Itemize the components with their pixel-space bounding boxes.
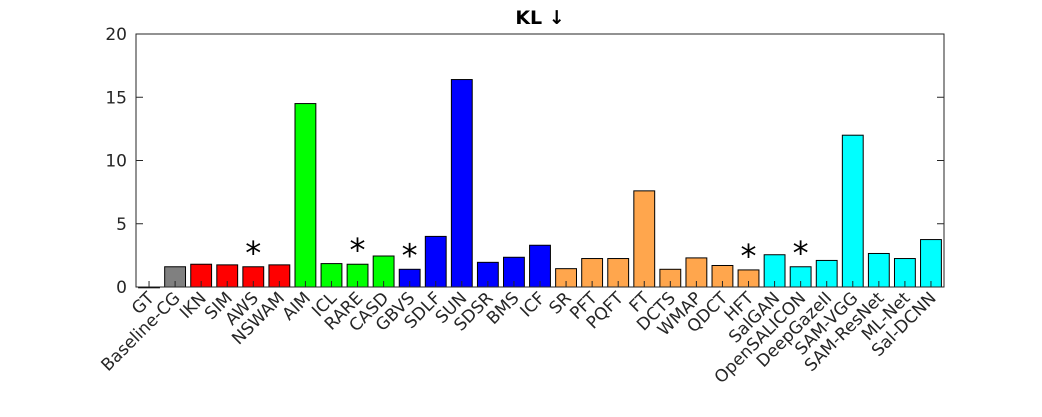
x-tick-label: ICF [517, 288, 550, 321]
bar-ft [633, 190, 656, 288]
x-axis: GTBaseline-CGIKNSIMAWSNSWAMAIMICLRARECAS… [97, 281, 941, 388]
bars-group [138, 79, 942, 289]
bar-aim [294, 103, 317, 288]
chart-title: KL ↓ [515, 7, 564, 29]
bar-icf [529, 244, 551, 288]
y-tick-label: 0 [116, 278, 127, 298]
y-axis: 0 5 10 15 20 [105, 25, 944, 298]
y-tick-label: 5 [116, 215, 127, 235]
star-marker: * [793, 234, 809, 272]
plot-frame [135, 33, 945, 288]
star-marker: * [245, 234, 261, 272]
bar-sun [450, 79, 473, 288]
bar-sam-vgg [841, 134, 864, 288]
y-tick-label: 10 [105, 152, 127, 172]
y-tick-label: 20 [105, 25, 127, 45]
star-marker: * [402, 236, 418, 274]
star-marker: * [741, 237, 757, 275]
bar-sdlf [424, 235, 447, 288]
bar-sal-dcnn [920, 239, 942, 288]
stars-group: * * * * * [245, 231, 808, 275]
y-tick-label: 15 [105, 88, 127, 108]
star-marker: * [350, 231, 366, 269]
